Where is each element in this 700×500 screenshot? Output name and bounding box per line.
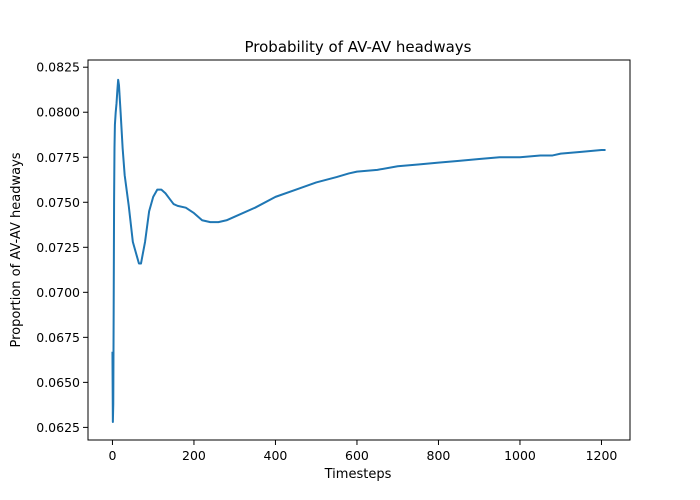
y-tick-label: 0.0725 xyxy=(36,240,80,255)
y-tick-label: 0.0800 xyxy=(36,105,80,120)
y-tick-label: 0.0700 xyxy=(36,285,80,300)
x-axis-ticks: 0 200 400 600 800 1000 1200 xyxy=(108,440,617,463)
x-tick-label: 0 xyxy=(108,448,116,463)
plot-area xyxy=(87,59,631,441)
y-tick-label: 0.0775 xyxy=(36,150,80,165)
x-tick-label: 1000 xyxy=(504,448,536,463)
y-tick-label: 0.0625 xyxy=(36,420,80,435)
x-tick-label: 200 xyxy=(182,448,206,463)
y-tick-label: 0.0750 xyxy=(36,195,80,210)
y-tick-label: 0.0650 xyxy=(36,375,80,390)
series-line-1 xyxy=(111,78,606,423)
x-axis-label: Timesteps xyxy=(324,467,392,482)
x-tick-label: 600 xyxy=(345,448,369,463)
x-tick-label: 800 xyxy=(427,448,451,463)
y-axis-label: Proportion of AV-AV headways xyxy=(9,152,24,347)
x-tick-label: 1200 xyxy=(586,448,618,463)
chart-title: Probability of AV-AV headways xyxy=(245,38,472,56)
y-tick-label: 0.0675 xyxy=(36,330,80,345)
plot-frame xyxy=(87,59,631,441)
y-tick-label: 0.0825 xyxy=(36,60,80,75)
y-axis-ticks: 0.0625 0.0650 0.0675 0.0700 0.0725 0.0750 0.07… xyxy=(36,60,88,435)
x-tick-label: 400 xyxy=(264,448,288,463)
